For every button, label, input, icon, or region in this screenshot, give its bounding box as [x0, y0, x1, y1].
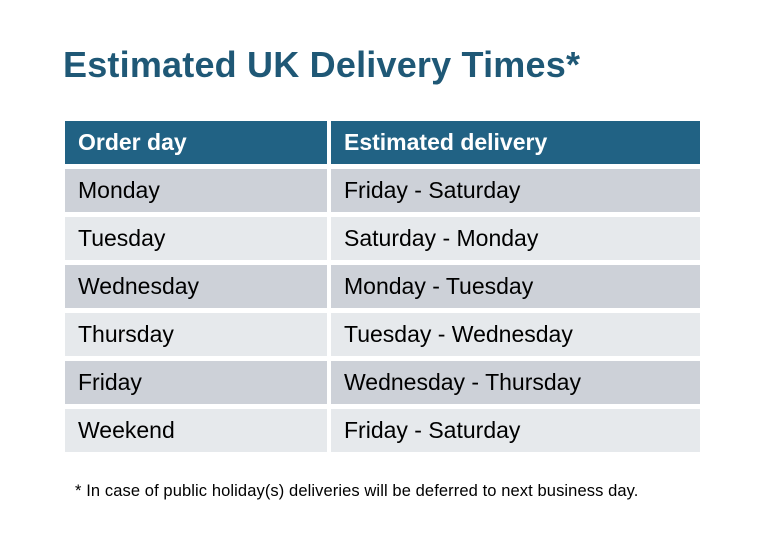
order-day-cell: Friday — [65, 361, 327, 404]
estimated-delivery-cell: Monday - Tuesday — [331, 265, 700, 308]
estimated-delivery-cell: Friday - Saturday — [331, 409, 700, 452]
column-header-estimated-delivery: Estimated delivery — [331, 121, 700, 164]
delivery-times-table: Order day Estimated delivery Monday Frida… — [65, 121, 700, 452]
estimated-delivery-cell: Friday - Saturday — [331, 169, 700, 212]
order-day-cell: Thursday — [65, 313, 327, 356]
page-title: Estimated UK Delivery Times* — [63, 44, 581, 85]
order-day-cell: Tuesday — [65, 217, 327, 260]
column-header-order-day: Order day — [65, 121, 327, 164]
estimated-delivery-cell: Saturday - Monday — [331, 217, 700, 260]
order-day-cell: Monday — [65, 169, 327, 212]
estimated-delivery-cell: Tuesday - Wednesday — [331, 313, 700, 356]
order-day-cell: Wednesday — [65, 265, 327, 308]
order-day-cell: Weekend — [65, 409, 327, 452]
estimated-delivery-cell: Wednesday - Thursday — [331, 361, 700, 404]
footnote: * In case of public holiday(s) deliverie… — [75, 482, 639, 500]
